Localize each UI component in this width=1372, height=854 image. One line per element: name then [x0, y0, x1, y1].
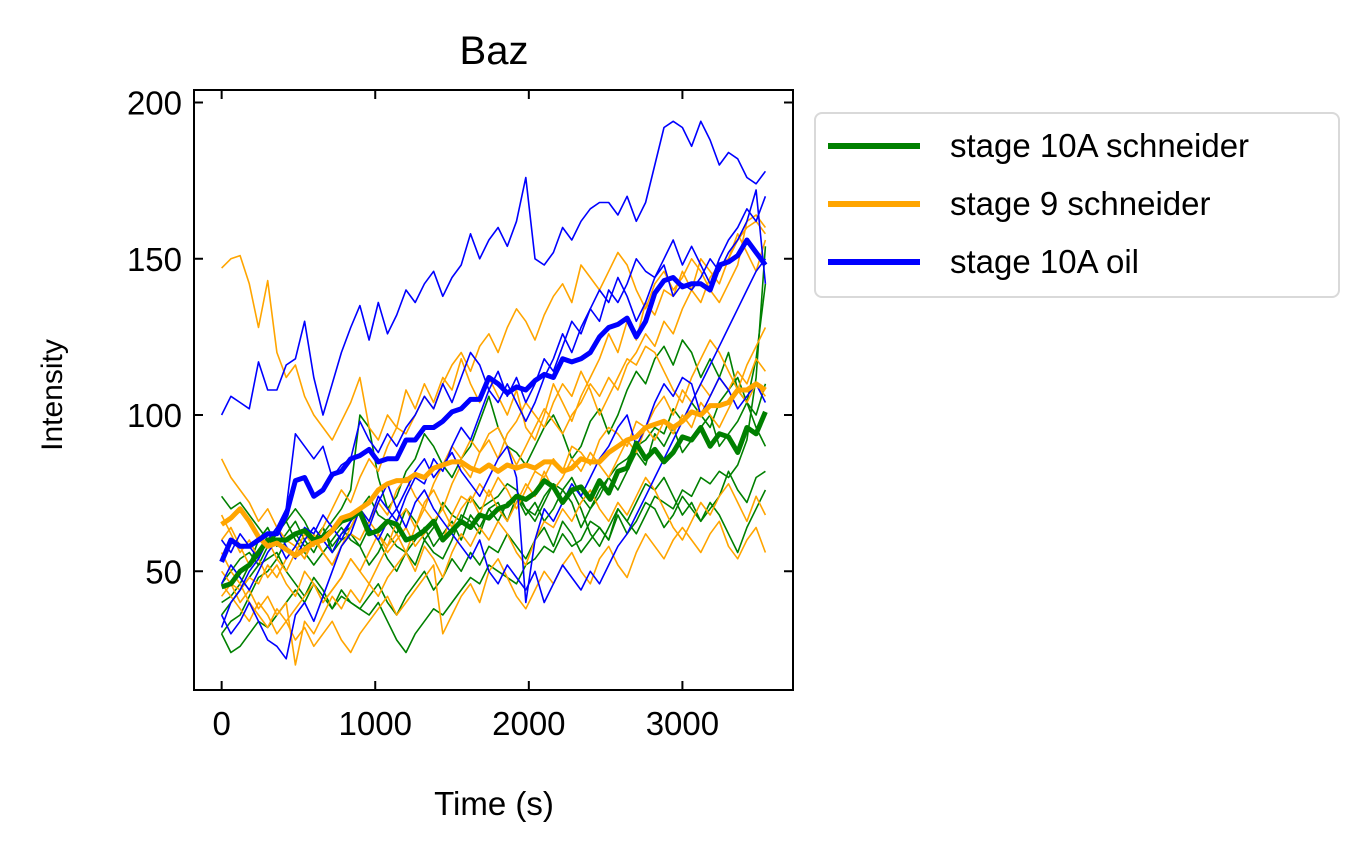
- y-tick-label-2: 150: [127, 241, 182, 278]
- y-axis-label: Intensity: [36, 339, 69, 451]
- series-0-mean-line: [220, 410, 768, 590]
- x-tick-label-2: 2000: [492, 705, 565, 742]
- series-1-trace-7: [220, 520, 767, 654]
- legend-label-2: stage 10A oil: [950, 243, 1139, 280]
- series-0-trace-2: [220, 470, 766, 585]
- series-0-trace-1: [221, 339, 767, 604]
- series-1-trace-3: [220, 327, 767, 604]
- y-tick-label-3: 200: [127, 85, 182, 122]
- series-layer: [219, 120, 768, 666]
- y-tick-label-1: 100: [127, 397, 182, 434]
- legend-entry-1: stage 9 schneider: [828, 184, 1211, 224]
- legend-entry-2: stage 10A oil: [828, 242, 1139, 282]
- chart-title: Baz: [460, 29, 529, 73]
- legend-entry-0: stage 10A schneider: [828, 126, 1249, 166]
- y-tick-label-0: 50: [145, 553, 182, 590]
- x-tick-label-0: 0: [212, 705, 230, 742]
- legend: stage 10A schneider stage 9 schneider stag…: [814, 112, 1340, 298]
- legend-swatch-1: [828, 201, 920, 207]
- series-2-trace-4: [220, 258, 767, 604]
- plot-frame: [193, 89, 794, 691]
- legend-label-0: stage 10A schneider: [950, 127, 1250, 164]
- legend-swatch-0: [828, 143, 920, 149]
- series-0-trace-0: [220, 283, 767, 635]
- series-2-trace-0: [220, 120, 767, 416]
- legend-label-1: stage 9 schneider: [950, 185, 1211, 222]
- ticks-layer: 0 1000 2000 3000 50 100 150 200: [127, 85, 793, 742]
- series-1-trace-4: [220, 357, 767, 635]
- series-1-trace-5: [220, 476, 767, 666]
- series-2-trace-2: [220, 189, 767, 660]
- series-1-trace-0: [221, 233, 767, 441]
- series-1-mean-line: [220, 381, 767, 559]
- series-2-mean-line: [219, 237, 768, 563]
- x-axis-label: Time (s): [434, 785, 554, 822]
- x-tick-label-3: 3000: [646, 705, 719, 742]
- x-tick-label-1: 1000: [339, 705, 412, 742]
- legend-swatch-2: [828, 259, 920, 265]
